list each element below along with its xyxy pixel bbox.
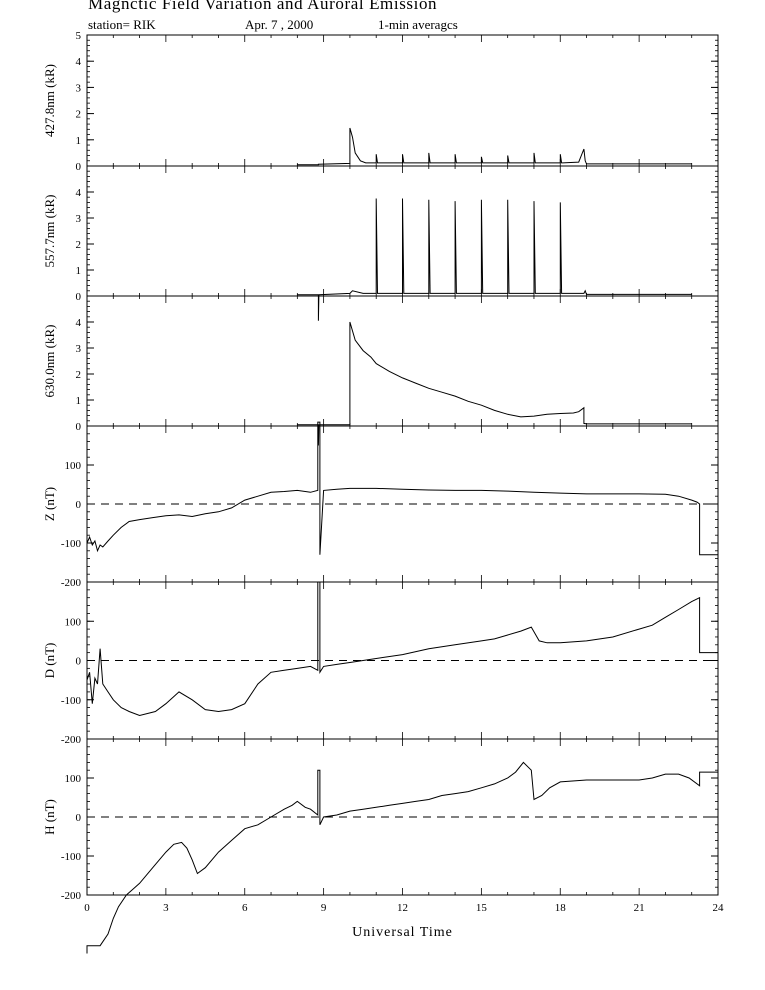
panel-5: -200 -100 0 100 D (nT) — [42, 581, 719, 746]
figure-title: Magnctic Field Variation and Auroral Emi… — [88, 0, 438, 13]
y-tick-label: 1 — [76, 395, 82, 407]
series-line-1 — [86, 761, 718, 954]
panel-4: -200 -100 0 100 Z (nT) — [42, 421, 719, 589]
panel-frame — [86, 295, 719, 427]
panel-6: -200 -100 0 100 H (nT) — [42, 738, 719, 954]
y-tick-label: -200 — [61, 577, 82, 589]
y-axis-label: H (nT) — [42, 799, 57, 835]
panel-frame — [86, 34, 719, 167]
station-label: station= RIK — [88, 17, 156, 32]
series-line-1 — [297, 127, 692, 166]
y-tick-label: -100 — [61, 851, 82, 863]
y-tick-label: 0 — [76, 421, 82, 433]
y-tick-label: 0 — [76, 812, 82, 824]
series-line-1 — [86, 581, 718, 717]
series-line-1 — [86, 421, 718, 556]
series-line-1 — [297, 321, 692, 446]
y-tick-label: 1 — [76, 265, 82, 277]
y-tick-label: -100 — [61, 695, 82, 707]
y-tick-label: -200 — [61, 890, 82, 902]
y-tick-label: 0 — [76, 499, 82, 511]
y-tick-label: 3 — [76, 343, 82, 355]
x-tick-label: 21 — [634, 902, 645, 914]
y-axis-label: D (nT) — [42, 643, 57, 679]
y-tick-label: 100 — [65, 460, 82, 472]
y-tick-label: 3 — [76, 213, 82, 225]
y-tick-label: -100 — [61, 538, 82, 550]
y-tick-label: 100 — [65, 616, 82, 628]
y-tick-label: 4 — [76, 317, 82, 329]
y-axis-label: 630.0nm (kR) — [42, 325, 57, 398]
y-tick-label: 4 — [76, 56, 82, 68]
averaging-label: 1-min averagcs — [378, 17, 458, 32]
y-tick-label: 100 — [65, 773, 82, 785]
x-tick-label: 3 — [163, 902, 169, 914]
y-tick-label: 1 — [76, 135, 82, 147]
panel-3: 0 1 2 3 4 630.0nm (kR) — [42, 295, 719, 446]
y-tick-label: 5 — [76, 30, 82, 42]
panel-1: 0 1 2 3 4 5 427.8nm (kR) — [42, 30, 719, 173]
y-tick-label: 0 — [76, 161, 82, 173]
x-tick-label: 15 — [476, 902, 488, 914]
x-tick-label: 9 — [321, 902, 327, 914]
y-axis-label: Z (nT) — [42, 487, 57, 521]
y-tick-label: 2 — [76, 369, 82, 381]
x-axis-label: Universal Time — [352, 925, 453, 940]
x-tick-label: 0 — [84, 902, 90, 914]
x-tick-label: 18 — [555, 902, 567, 914]
y-axis-label: 557.7nm (kR) — [42, 195, 57, 268]
y-tick-label: 3 — [76, 82, 82, 94]
y-tick-label: 2 — [76, 239, 82, 251]
x-tick-label: 24 — [713, 902, 725, 914]
series-line-1 — [297, 198, 692, 321]
x-tick-label: 12 — [397, 902, 408, 914]
y-tick-label: 0 — [76, 656, 82, 668]
y-axis-label: 427.8nm (kR) — [42, 64, 57, 137]
y-tick-label: 2 — [76, 109, 82, 121]
date-label: Apr. 7 , 2000 — [245, 17, 314, 32]
panel-2: 0 1 2 3 4 557.7nm (kR) — [42, 165, 719, 321]
x-tick-label: 6 — [242, 902, 248, 914]
y-tick-label: 4 — [76, 187, 82, 199]
y-tick-label: -200 — [61, 734, 82, 746]
y-tick-label: 0 — [76, 291, 82, 303]
